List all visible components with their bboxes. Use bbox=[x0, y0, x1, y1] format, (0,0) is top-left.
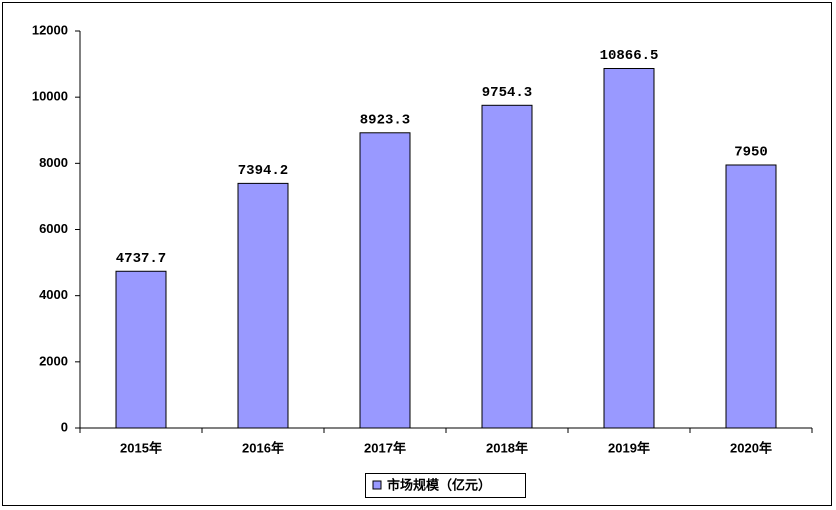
x-tick-label: 2020年 bbox=[730, 440, 772, 455]
x-tick-label: 2015年 bbox=[120, 440, 162, 455]
x-tick-label: 2017年 bbox=[364, 440, 406, 455]
data-label: 7394.2 bbox=[238, 163, 288, 179]
x-tick-label: 2018年 bbox=[486, 440, 528, 455]
bar bbox=[237, 182, 289, 429]
x-tick-label: 2016年 bbox=[242, 440, 284, 455]
x-tick-label: 2019年 bbox=[608, 440, 650, 455]
data-label: 10866.5 bbox=[600, 48, 659, 64]
y-tick-label: 2000 bbox=[39, 353, 68, 368]
y-tick-label: 12000 bbox=[32, 22, 68, 37]
bar bbox=[359, 132, 411, 429]
y-tick-label: 8000 bbox=[39, 155, 68, 170]
data-label: 9754.3 bbox=[482, 85, 532, 101]
legend-label: 市场规模（亿元） bbox=[387, 477, 491, 492]
bar bbox=[481, 104, 533, 429]
y-tick-label: 4000 bbox=[39, 287, 68, 302]
y-tick-label: 0 bbox=[61, 419, 68, 434]
legend-swatch bbox=[372, 480, 382, 490]
y-tick-label: 10000 bbox=[32, 89, 68, 104]
data-label: 8923.3 bbox=[360, 112, 410, 128]
bar bbox=[725, 164, 777, 429]
data-label: 4737.7 bbox=[116, 251, 166, 267]
y-tick-label: 6000 bbox=[39, 221, 68, 236]
data-label: 7950 bbox=[734, 145, 768, 161]
bar bbox=[115, 270, 167, 429]
legend-box bbox=[365, 473, 526, 498]
bar bbox=[603, 67, 655, 429]
